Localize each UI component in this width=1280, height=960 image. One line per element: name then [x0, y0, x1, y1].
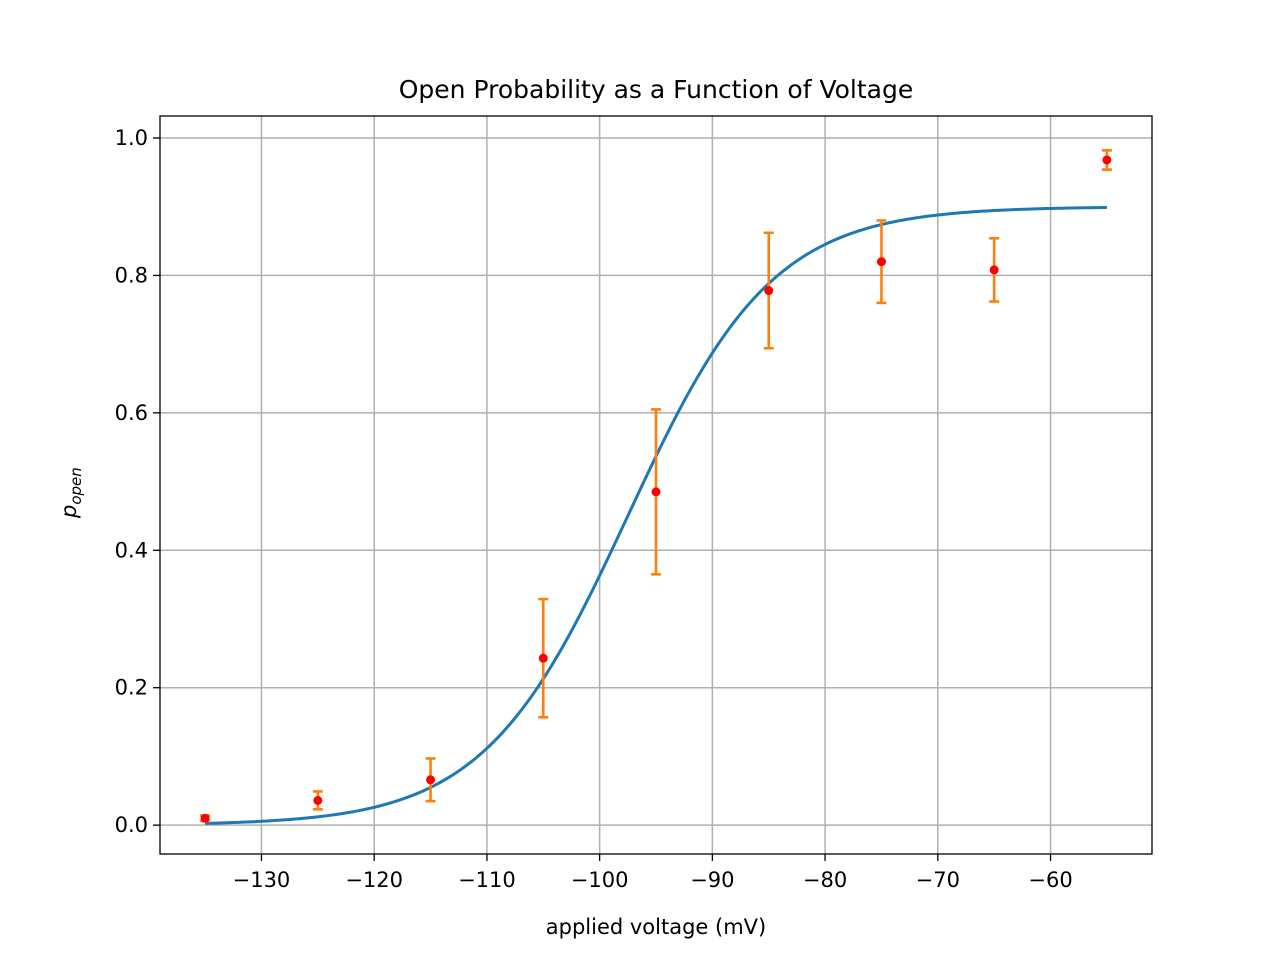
data-point	[651, 487, 661, 497]
plot-frame	[159, 115, 1153, 855]
chart-title: Open Probability as a Function of Voltag…	[399, 75, 913, 104]
grid	[160, 116, 1152, 854]
data-point	[313, 795, 323, 805]
y-tick-label: 0.0	[115, 813, 148, 837]
data-point	[426, 775, 436, 785]
data-point	[538, 653, 548, 663]
y-tick-label: 0.8	[115, 263, 148, 287]
data-point	[989, 265, 999, 275]
x-axis-label: applied voltage (mV)	[546, 915, 766, 939]
y-axis-label-subscript: open	[67, 467, 85, 504]
x-tick-label: −60	[1028, 868, 1072, 892]
x-axis-ticks: −130 −120 −110 −100 −90 −80 −70 −60	[233, 854, 1073, 892]
y-tick-label: 1.0	[115, 126, 148, 150]
x-tick-label: −110	[458, 868, 516, 892]
x-tick-label: −130	[233, 868, 291, 892]
y-tick-label: 0.4	[115, 538, 148, 562]
x-tick-label: −80	[803, 868, 847, 892]
data-point	[764, 286, 774, 296]
y-tick-label: 0.6	[115, 401, 148, 425]
x-tick-label: −120	[345, 868, 403, 892]
data-point	[1102, 155, 1112, 165]
y-axis-label-base: p	[57, 505, 81, 519]
y-axis-label: popen	[57, 467, 85, 519]
x-tick-label: −70	[916, 868, 960, 892]
x-tick-label: −100	[571, 868, 629, 892]
data-points-group	[200, 155, 1112, 823]
data-point	[200, 813, 210, 823]
x-tick-label: −90	[690, 868, 734, 892]
y-tick-label: 0.2	[115, 676, 148, 700]
data-point	[876, 257, 886, 267]
y-axis-ticks: 0.0 0.2 0.4 0.6 0.8 1.0	[115, 126, 160, 837]
